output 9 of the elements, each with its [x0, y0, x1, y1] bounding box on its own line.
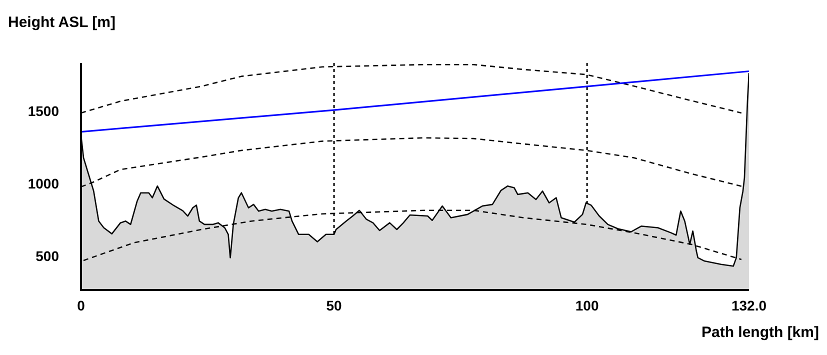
- x-tick-label: 0: [77, 297, 86, 314]
- y-tick-label: 1500: [28, 103, 60, 120]
- x-tick-label: 100: [575, 297, 599, 314]
- x-tick-label: 50: [326, 297, 342, 314]
- y-axis-title: Height ASL [m]: [8, 14, 116, 31]
- x-axis-title: Path length [km]: [701, 324, 819, 341]
- y-tick-label: 500: [36, 248, 60, 264]
- y-tick-label: 1000: [28, 175, 60, 192]
- x-tick-label: 132.0: [731, 297, 767, 314]
